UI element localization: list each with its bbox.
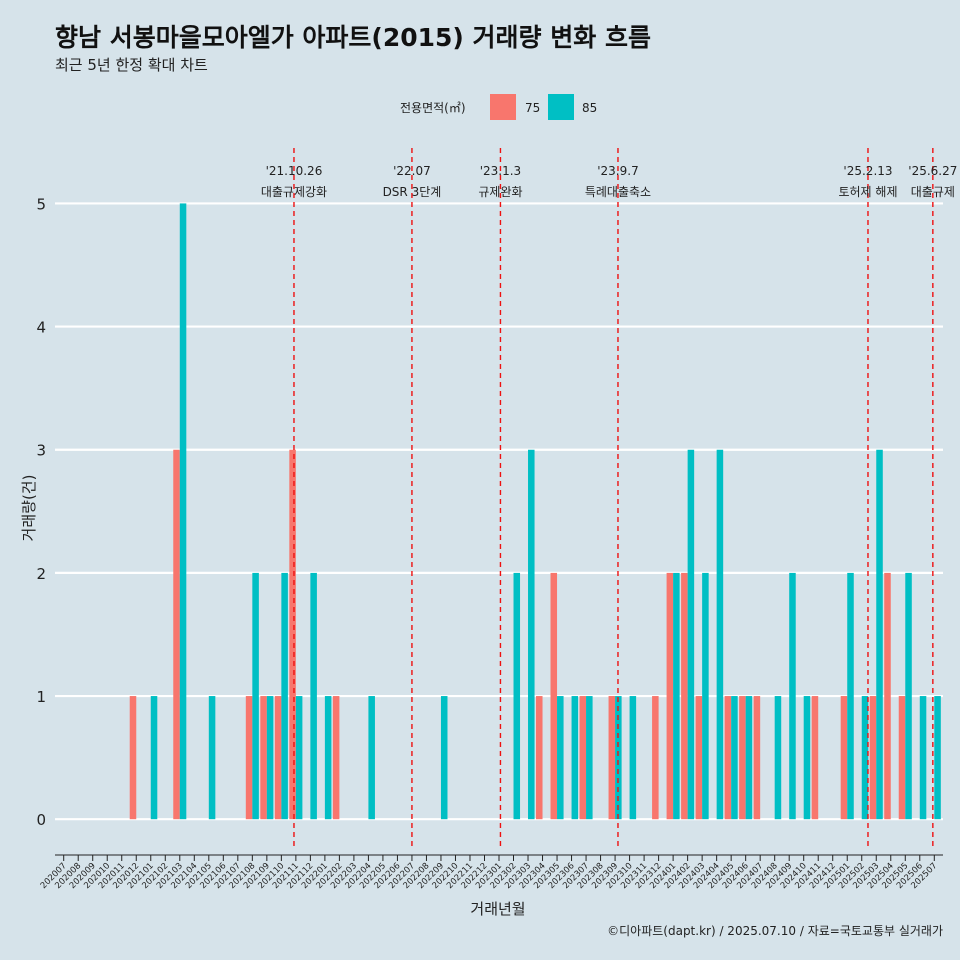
- bar-85-202403: [702, 572, 709, 820]
- bar-75-202108: [245, 696, 253, 820]
- axes: [55, 854, 943, 861]
- bar-75-202103: [173, 449, 180, 820]
- legend-key-75: [490, 94, 516, 120]
- bar-85-202201: [324, 696, 332, 820]
- x-tick-labels: 2020072020082020092020102020112020122021…: [39, 861, 940, 891]
- bar-75-202407: [753, 696, 761, 820]
- y-tick-labels: 0 1 2 3 4 5: [36, 195, 46, 829]
- bar-85-202103: [179, 203, 187, 820]
- event-date: '25.6.27: [908, 164, 957, 178]
- bar-75-202110: [274, 696, 282, 820]
- bar-75-202401: [666, 572, 674, 820]
- event-label: 토허제 해제: [838, 185, 897, 199]
- bar-85-202302: [513, 572, 521, 820]
- bar-75-202202: [332, 696, 340, 820]
- event-label: 대출규제: [911, 185, 955, 199]
- bar-85-202402: [687, 449, 695, 820]
- bar-85-202108: [252, 572, 259, 820]
- bar-85-202503: [876, 449, 883, 820]
- bar-85-202406: [745, 696, 753, 820]
- bar-75-202503: [869, 696, 877, 820]
- bar-75-202501: [840, 696, 848, 820]
- bar-75-202012: [129, 696, 137, 820]
- event-label: DSR 3단계: [383, 185, 442, 199]
- bar-85-202410: [803, 696, 811, 820]
- event-date: '21.10.26: [266, 164, 323, 178]
- legend-title: 전용면적(㎡): [400, 101, 466, 115]
- bar-85-202309: [615, 696, 622, 820]
- event-date: '25.2.13: [843, 164, 892, 178]
- bar-75-202504: [884, 572, 891, 820]
- y-tick-label: 2: [36, 565, 46, 583]
- bar-85-202112: [310, 572, 317, 820]
- source-caption: ©디아파트(dapt.kr) / 2025.07.10 / 자료=국토교통부 실…: [607, 924, 943, 938]
- chart-subtitle: 최근 5년 한정 확대 차트: [55, 56, 208, 74]
- event-label: 규제완화: [478, 185, 522, 199]
- chart-title: 향남 서봉마을모아엘가 아파트(2015) 거래량 변화 흐름: [55, 23, 651, 52]
- x-axis-title: 거래년월: [470, 900, 525, 918]
- bar-75-202304: [536, 696, 543, 820]
- bar-85-202502: [861, 696, 869, 820]
- legend-label-85: 85: [582, 101, 597, 115]
- bar-75-202405: [724, 696, 732, 820]
- legend: 전용면적(㎡) 75 85: [400, 94, 597, 120]
- bar-75-202406: [739, 696, 746, 820]
- event-date: '23.1.3: [480, 164, 521, 178]
- bar-85-202507: [934, 696, 941, 820]
- bar-75-202402: [681, 572, 688, 820]
- bar-85-202506: [919, 696, 927, 820]
- bar-85-202310: [629, 696, 637, 820]
- bar-85-202303: [528, 449, 535, 820]
- event-label: 대출규제강화: [261, 185, 327, 199]
- bar-85-202101: [150, 696, 158, 820]
- bar-85-202105: [208, 696, 216, 820]
- event-label: 특례대출축소: [585, 185, 651, 199]
- bar-75-202109: [260, 696, 267, 820]
- bar-75-202305: [550, 572, 558, 820]
- bar-75-202403: [695, 696, 703, 820]
- bar-75-202411: [811, 696, 819, 820]
- bar-85-202111: [295, 696, 303, 820]
- bar-85-202408: [774, 696, 782, 820]
- bar-75-202309: [608, 696, 616, 820]
- bar-85-202307: [586, 696, 593, 820]
- bar-85-202305: [557, 696, 564, 820]
- bar-75-202111: [289, 449, 296, 820]
- bar-75-202505: [898, 696, 906, 820]
- bar-85-202405: [731, 696, 738, 820]
- bar-85-202204: [368, 696, 375, 820]
- bar-85-202505: [905, 572, 912, 820]
- bar-85-202110: [281, 572, 288, 820]
- bar-85-202209: [440, 696, 448, 820]
- y-tick-label: 5: [36, 195, 46, 213]
- event-lines: '21.10.26 대출규제강화 '22.07 DSR 3단계 '23.1.3 규제완화 '…: [261, 148, 957, 850]
- bar-85-202409: [789, 572, 796, 820]
- y-tick-label: 4: [36, 319, 46, 337]
- bar-85-202306: [571, 696, 579, 820]
- bar-85-202404: [716, 449, 724, 820]
- bar-85-202109: [266, 696, 274, 820]
- y-tick-label: 1: [36, 688, 46, 706]
- bar-75-202307: [579, 696, 587, 820]
- event-date: '23.9.7: [597, 164, 638, 178]
- legend-key-85: [548, 94, 574, 120]
- bars: [129, 203, 941, 820]
- y-tick-label: 3: [36, 442, 46, 460]
- legend-label-75: 75: [525, 101, 540, 115]
- bar-85-202401: [673, 572, 680, 820]
- bar-75-202312: [652, 696, 659, 820]
- y-tick-label: 0: [36, 811, 46, 829]
- y-axis-title: 거래량(건): [20, 475, 38, 542]
- bar-85-202501: [847, 572, 854, 820]
- event-date: '22.07: [393, 164, 431, 178]
